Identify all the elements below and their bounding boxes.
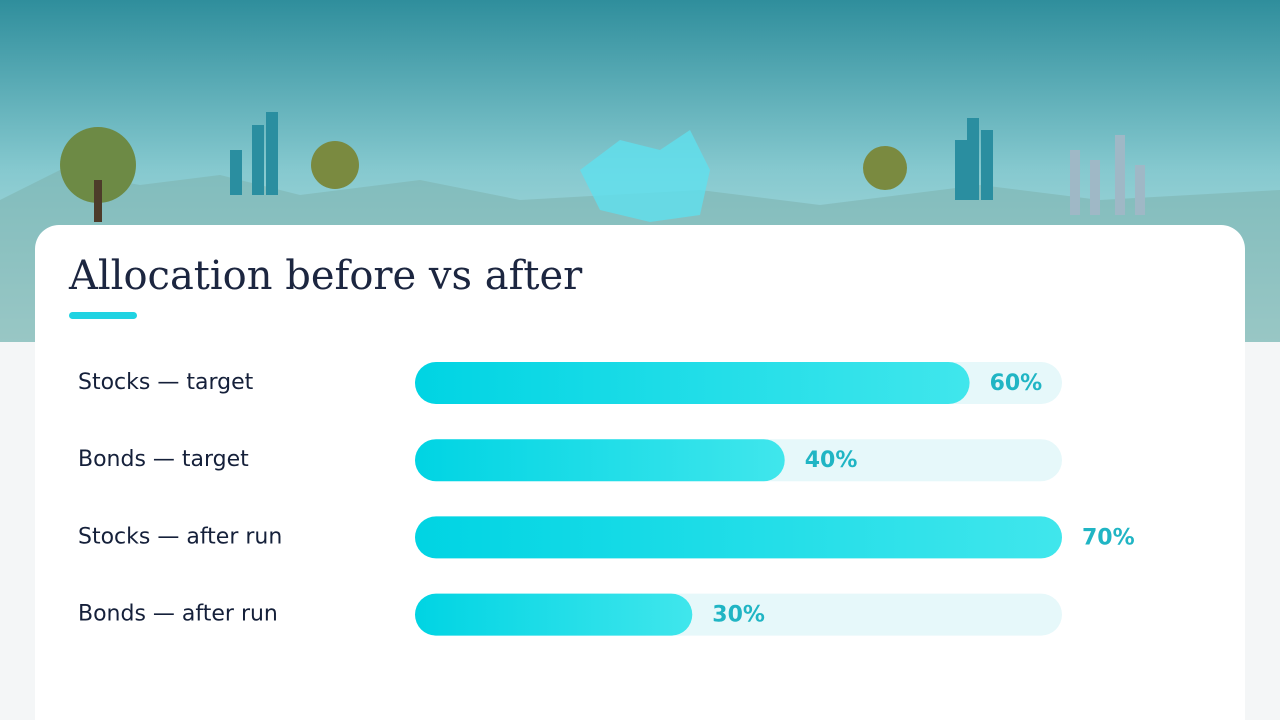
category-label: Bonds — target bbox=[78, 447, 249, 472]
category-label: Stocks — after run bbox=[78, 524, 282, 549]
category-label: Stocks — target bbox=[78, 370, 254, 395]
bar bbox=[415, 516, 1062, 559]
value-label: 60% bbox=[990, 371, 1043, 396]
bar bbox=[415, 439, 785, 482]
bar bbox=[415, 593, 693, 636]
bar bbox=[415, 362, 970, 404]
value-label: 30% bbox=[712, 603, 765, 628]
category-label: Bonds — after run bbox=[78, 602, 278, 627]
value-label: 40% bbox=[805, 448, 858, 473]
value-label: 70% bbox=[1082, 525, 1135, 550]
title-accent bbox=[69, 312, 137, 319]
chart-title: Allocation before vs after bbox=[68, 253, 583, 299]
